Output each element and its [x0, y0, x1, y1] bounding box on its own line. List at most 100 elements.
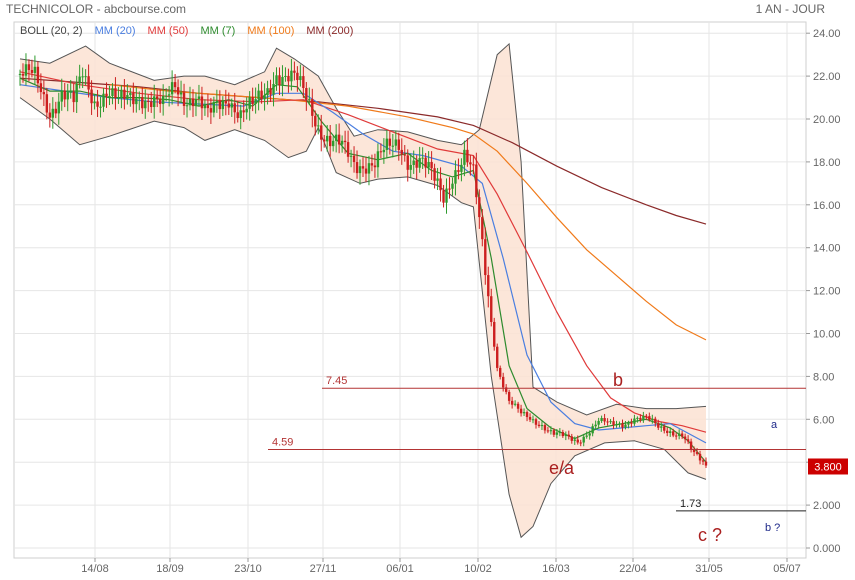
- candle: [293, 61, 296, 81]
- candle: [594, 420, 597, 430]
- candle-body: [314, 115, 317, 127]
- candle-body: [21, 73, 25, 76]
- candle-body: [633, 418, 636, 424]
- candle: [424, 152, 427, 178]
- candle-body: [606, 421, 609, 423]
- candle: [481, 209, 484, 247]
- candle-body: [490, 296, 493, 322]
- ma200-line: [19, 77, 707, 225]
- candle: [179, 80, 183, 103]
- candle: [290, 58, 293, 91]
- candle-body: [579, 442, 582, 444]
- candle: [490, 288, 493, 327]
- candle-body: [42, 92, 46, 95]
- candle-body: [507, 391, 511, 401]
- candle-body: [424, 157, 427, 168]
- candle-body: [51, 108, 55, 118]
- candle-body: [114, 88, 117, 98]
- candle-body: [93, 101, 96, 104]
- candle: [436, 167, 439, 190]
- candle-body: [448, 188, 451, 190]
- candle-body: [513, 403, 517, 405]
- candle-body: [164, 95, 168, 97]
- candle-body: [200, 96, 204, 109]
- candle-body: [454, 170, 457, 184]
- candle-body: [686, 439, 690, 442]
- candle-body: [558, 432, 562, 434]
- candle-body: [630, 422, 633, 424]
- candle: [334, 124, 338, 153]
- level-label: 4.59: [272, 437, 293, 449]
- candle-body: [618, 423, 621, 425]
- candle-body: [609, 421, 612, 423]
- candle-body: [439, 178, 442, 191]
- candle-body: [33, 66, 37, 73]
- candle: [373, 153, 377, 178]
- candle-body: [534, 419, 538, 425]
- candle: [433, 163, 436, 189]
- candle: [430, 151, 433, 180]
- candle: [525, 410, 529, 422]
- candle-body: [320, 125, 323, 140]
- candle-body: [323, 139, 326, 142]
- candle: [251, 87, 254, 112]
- candle-body: [36, 66, 40, 84]
- y-tick-label: 2.000: [813, 500, 841, 512]
- candle: [507, 389, 511, 405]
- candle: [439, 167, 442, 202]
- candle-body: [666, 430, 669, 433]
- candle-body: [692, 449, 696, 453]
- candle: [663, 424, 666, 434]
- y-tick-label: 6.00: [813, 414, 834, 426]
- candle-body: [403, 154, 406, 156]
- candle: [147, 94, 150, 112]
- candle-body: [102, 93, 105, 107]
- candle-body: [552, 430, 556, 435]
- candle: [475, 152, 478, 205]
- candle: [472, 155, 475, 175]
- candle-body: [561, 432, 565, 437]
- candle-body: [284, 75, 287, 77]
- candle: [379, 143, 383, 159]
- candle-body: [293, 70, 296, 73]
- candle-body: [361, 166, 365, 169]
- candle: [326, 125, 329, 152]
- candle: [99, 96, 102, 118]
- candle: [355, 150, 359, 179]
- candle: [352, 146, 356, 173]
- candle: [132, 82, 135, 113]
- candle-body: [475, 164, 478, 198]
- candle-body: [60, 90, 63, 102]
- candle: [141, 87, 144, 114]
- candle-body: [302, 76, 305, 88]
- candle: [621, 419, 624, 432]
- candle-body: [269, 88, 272, 95]
- candle: [260, 81, 263, 104]
- candle-body: [218, 100, 222, 110]
- candle-body: [567, 434, 570, 437]
- candle-body: [400, 149, 403, 155]
- candle-body: [349, 155, 353, 157]
- candle-body: [275, 75, 278, 84]
- candle: [78, 64, 81, 89]
- candle-body: [594, 424, 597, 427]
- candle-body: [141, 97, 144, 109]
- candle-body: [415, 160, 418, 168]
- candle-body: [612, 421, 615, 425]
- candle: [272, 72, 275, 107]
- candle: [448, 177, 451, 199]
- candle: [18, 69, 22, 86]
- y-tick-label: 0.000: [813, 543, 841, 555]
- candle-body: [340, 140, 344, 145]
- chart-title: TECHNICOLOR - abcbourse.com: [6, 2, 187, 16]
- y-tick-label: 10.00: [813, 329, 841, 341]
- candle: [57, 92, 60, 125]
- candle-body: [191, 98, 195, 107]
- candle: [182, 83, 186, 115]
- candle: [281, 65, 284, 97]
- candle: [218, 90, 222, 119]
- candle: [397, 132, 400, 161]
- candle: [421, 147, 424, 169]
